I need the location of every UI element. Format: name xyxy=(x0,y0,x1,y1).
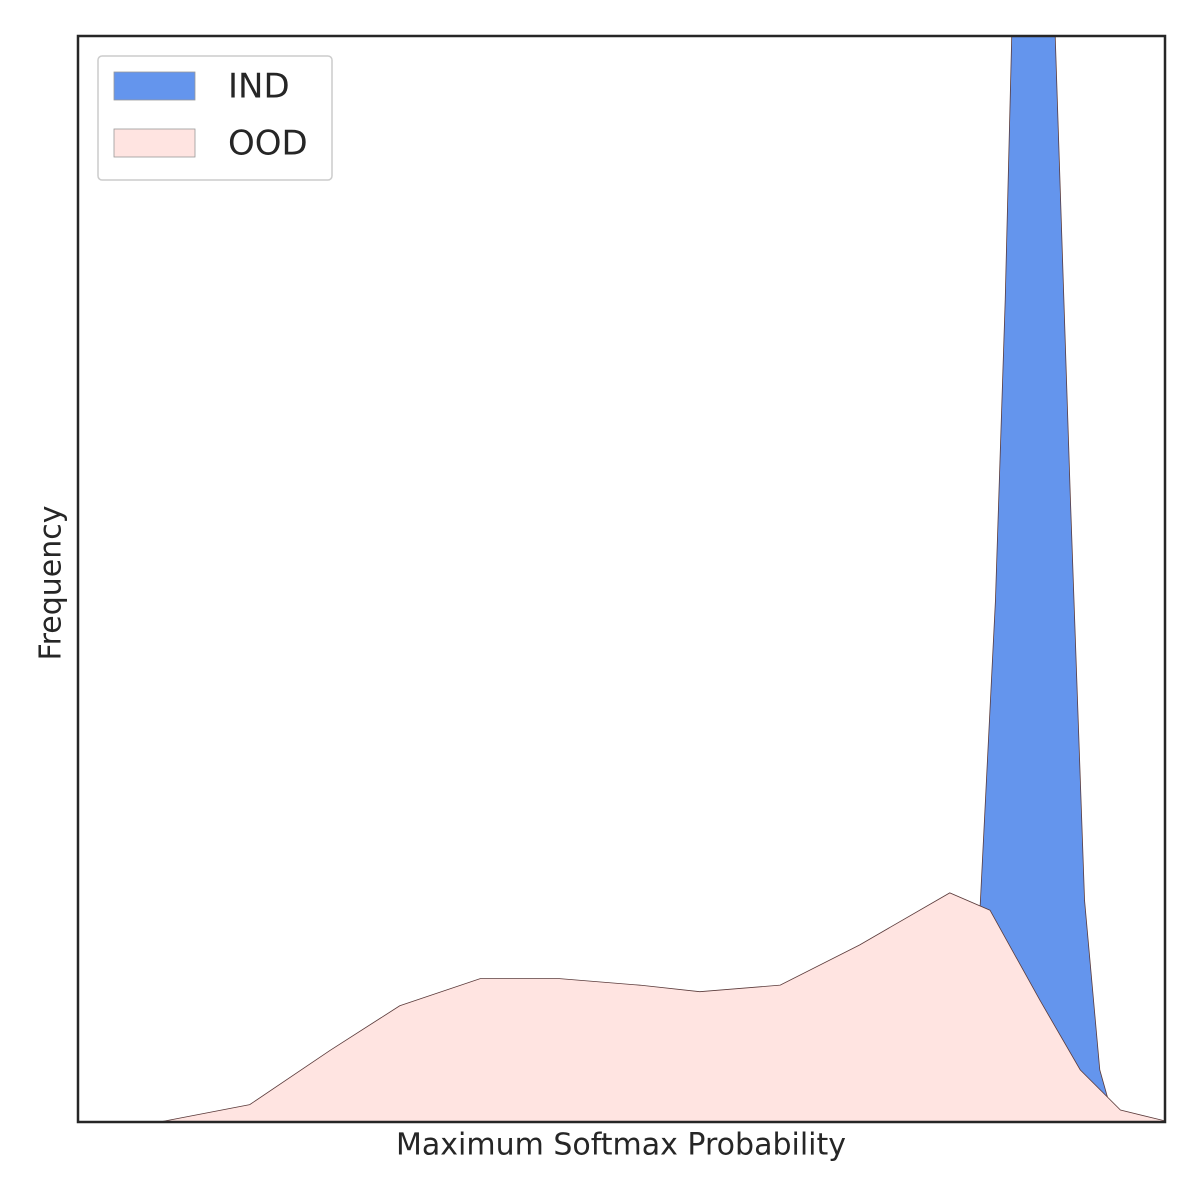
legend-label: OOD xyxy=(228,124,308,164)
x-axis-label: Maximum Softmax Probability xyxy=(396,1128,846,1163)
legend-swatch xyxy=(113,71,196,101)
legend: IND OOD xyxy=(97,55,333,181)
legend-swatch xyxy=(113,128,196,158)
plot-area xyxy=(78,36,1165,1122)
density-area xyxy=(78,892,1165,1122)
y-axis-label: Frequency xyxy=(34,506,69,661)
legend-label: IND xyxy=(228,67,290,107)
plot-frame xyxy=(76,34,1167,1124)
